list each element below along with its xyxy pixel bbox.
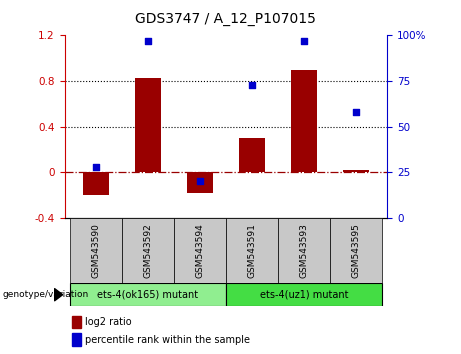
Bar [70,218,122,283]
Point [248,82,255,87]
Text: GSM543592: GSM543592 [143,223,152,278]
Bar [291,70,317,172]
Bar [83,172,109,195]
Text: GSM543593: GSM543593 [300,223,308,278]
Text: GSM543590: GSM543590 [91,223,100,278]
Bar [72,333,81,346]
Bar [122,218,174,283]
Point [144,38,152,44]
Bar [226,218,278,283]
Bar [226,283,382,306]
Bar [174,218,226,283]
Text: genotype/variation: genotype/variation [2,290,89,299]
Bar [239,138,265,172]
Bar [70,283,226,306]
Polygon shape [54,289,63,301]
Text: GDS3747 / A_12_P107015: GDS3747 / A_12_P107015 [136,12,316,27]
Text: GSM543595: GSM543595 [351,223,361,278]
Text: GSM543591: GSM543591 [248,223,256,278]
Point [92,164,100,170]
Bar [330,218,382,283]
Bar [135,78,161,172]
Point [196,178,204,184]
Text: percentile rank within the sample: percentile rank within the sample [85,335,250,345]
Bar [72,316,81,328]
Text: ets-4(uz1) mutant: ets-4(uz1) mutant [260,290,348,300]
Text: GSM543594: GSM543594 [195,223,204,278]
Text: ets-4(ok165) mutant: ets-4(ok165) mutant [97,290,198,300]
Text: log2 ratio: log2 ratio [85,317,131,327]
Point [300,38,307,44]
Bar [187,172,213,193]
Point [352,109,360,115]
Bar [278,218,330,283]
Bar [343,170,369,172]
